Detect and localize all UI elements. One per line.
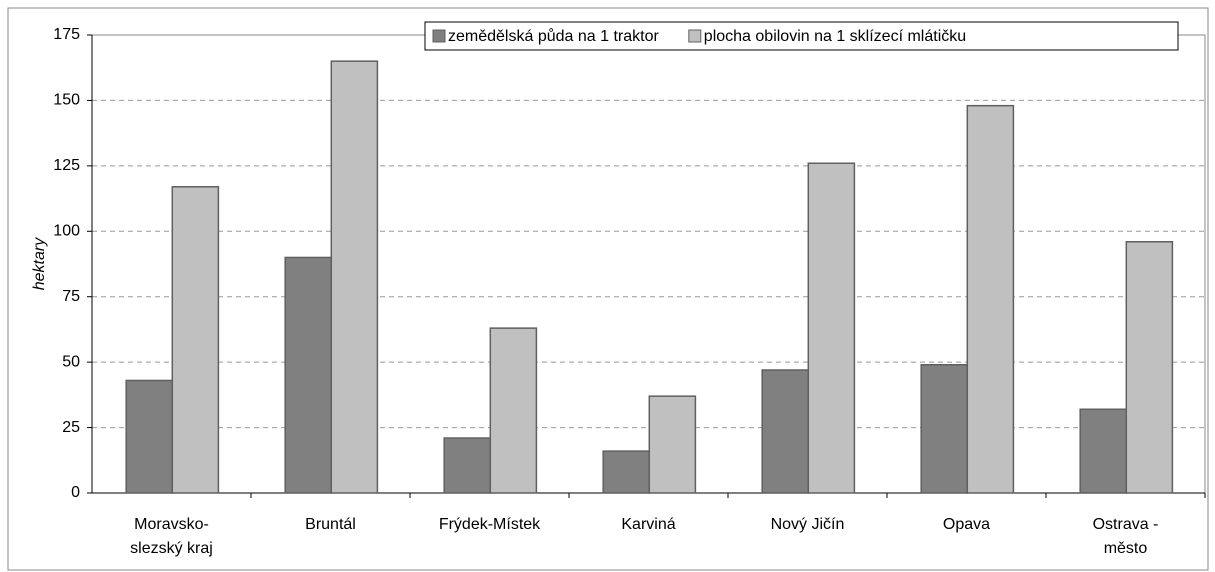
bar bbox=[648, 395, 697, 494]
y-tick-label: 150 bbox=[53, 92, 80, 109]
bar bbox=[171, 186, 220, 494]
bar bbox=[125, 379, 174, 494]
bar bbox=[966, 104, 1015, 494]
bar bbox=[920, 364, 969, 494]
x-tick-label: Moravsko- slezský kraj bbox=[130, 516, 213, 557]
legend-label: zemědělská půda na 1 traktor bbox=[448, 27, 659, 45]
y-tick-label: 0 bbox=[71, 484, 80, 501]
x-tick-label: Karviná bbox=[621, 516, 676, 533]
bar bbox=[443, 437, 492, 494]
y-tick-label: 25 bbox=[62, 419, 80, 436]
legend-label: plocha obilovin na 1 sklízecí mlátičku bbox=[704, 28, 966, 45]
y-tick-label: 50 bbox=[62, 353, 80, 370]
bar bbox=[284, 256, 333, 494]
x-tick-label: Opava bbox=[942, 516, 991, 533]
legend-box bbox=[424, 21, 1179, 51]
y-tick-label: 100 bbox=[53, 223, 80, 240]
legend-swatch bbox=[432, 29, 446, 43]
bar bbox=[489, 327, 538, 494]
legend-swatch bbox=[688, 29, 702, 43]
x-tick-label: Frýdek-Místek bbox=[438, 516, 541, 533]
y-axis-label: hektary bbox=[31, 237, 48, 290]
bar bbox=[807, 162, 856, 494]
y-tick-label: 75 bbox=[62, 288, 80, 305]
x-tick-label: Nový Jičín bbox=[770, 516, 845, 533]
bar bbox=[1125, 241, 1174, 494]
y-tick-label: 175 bbox=[53, 26, 80, 43]
x-tick-label: Bruntál bbox=[305, 516, 356, 533]
bar bbox=[330, 60, 379, 494]
x-tick-label: Ostrava - město bbox=[1092, 516, 1159, 557]
bar bbox=[761, 369, 810, 494]
y-tick-label: 125 bbox=[53, 157, 80, 174]
bar bbox=[1079, 408, 1128, 494]
plot-area bbox=[91, 34, 1206, 494]
bar bbox=[602, 450, 651, 494]
